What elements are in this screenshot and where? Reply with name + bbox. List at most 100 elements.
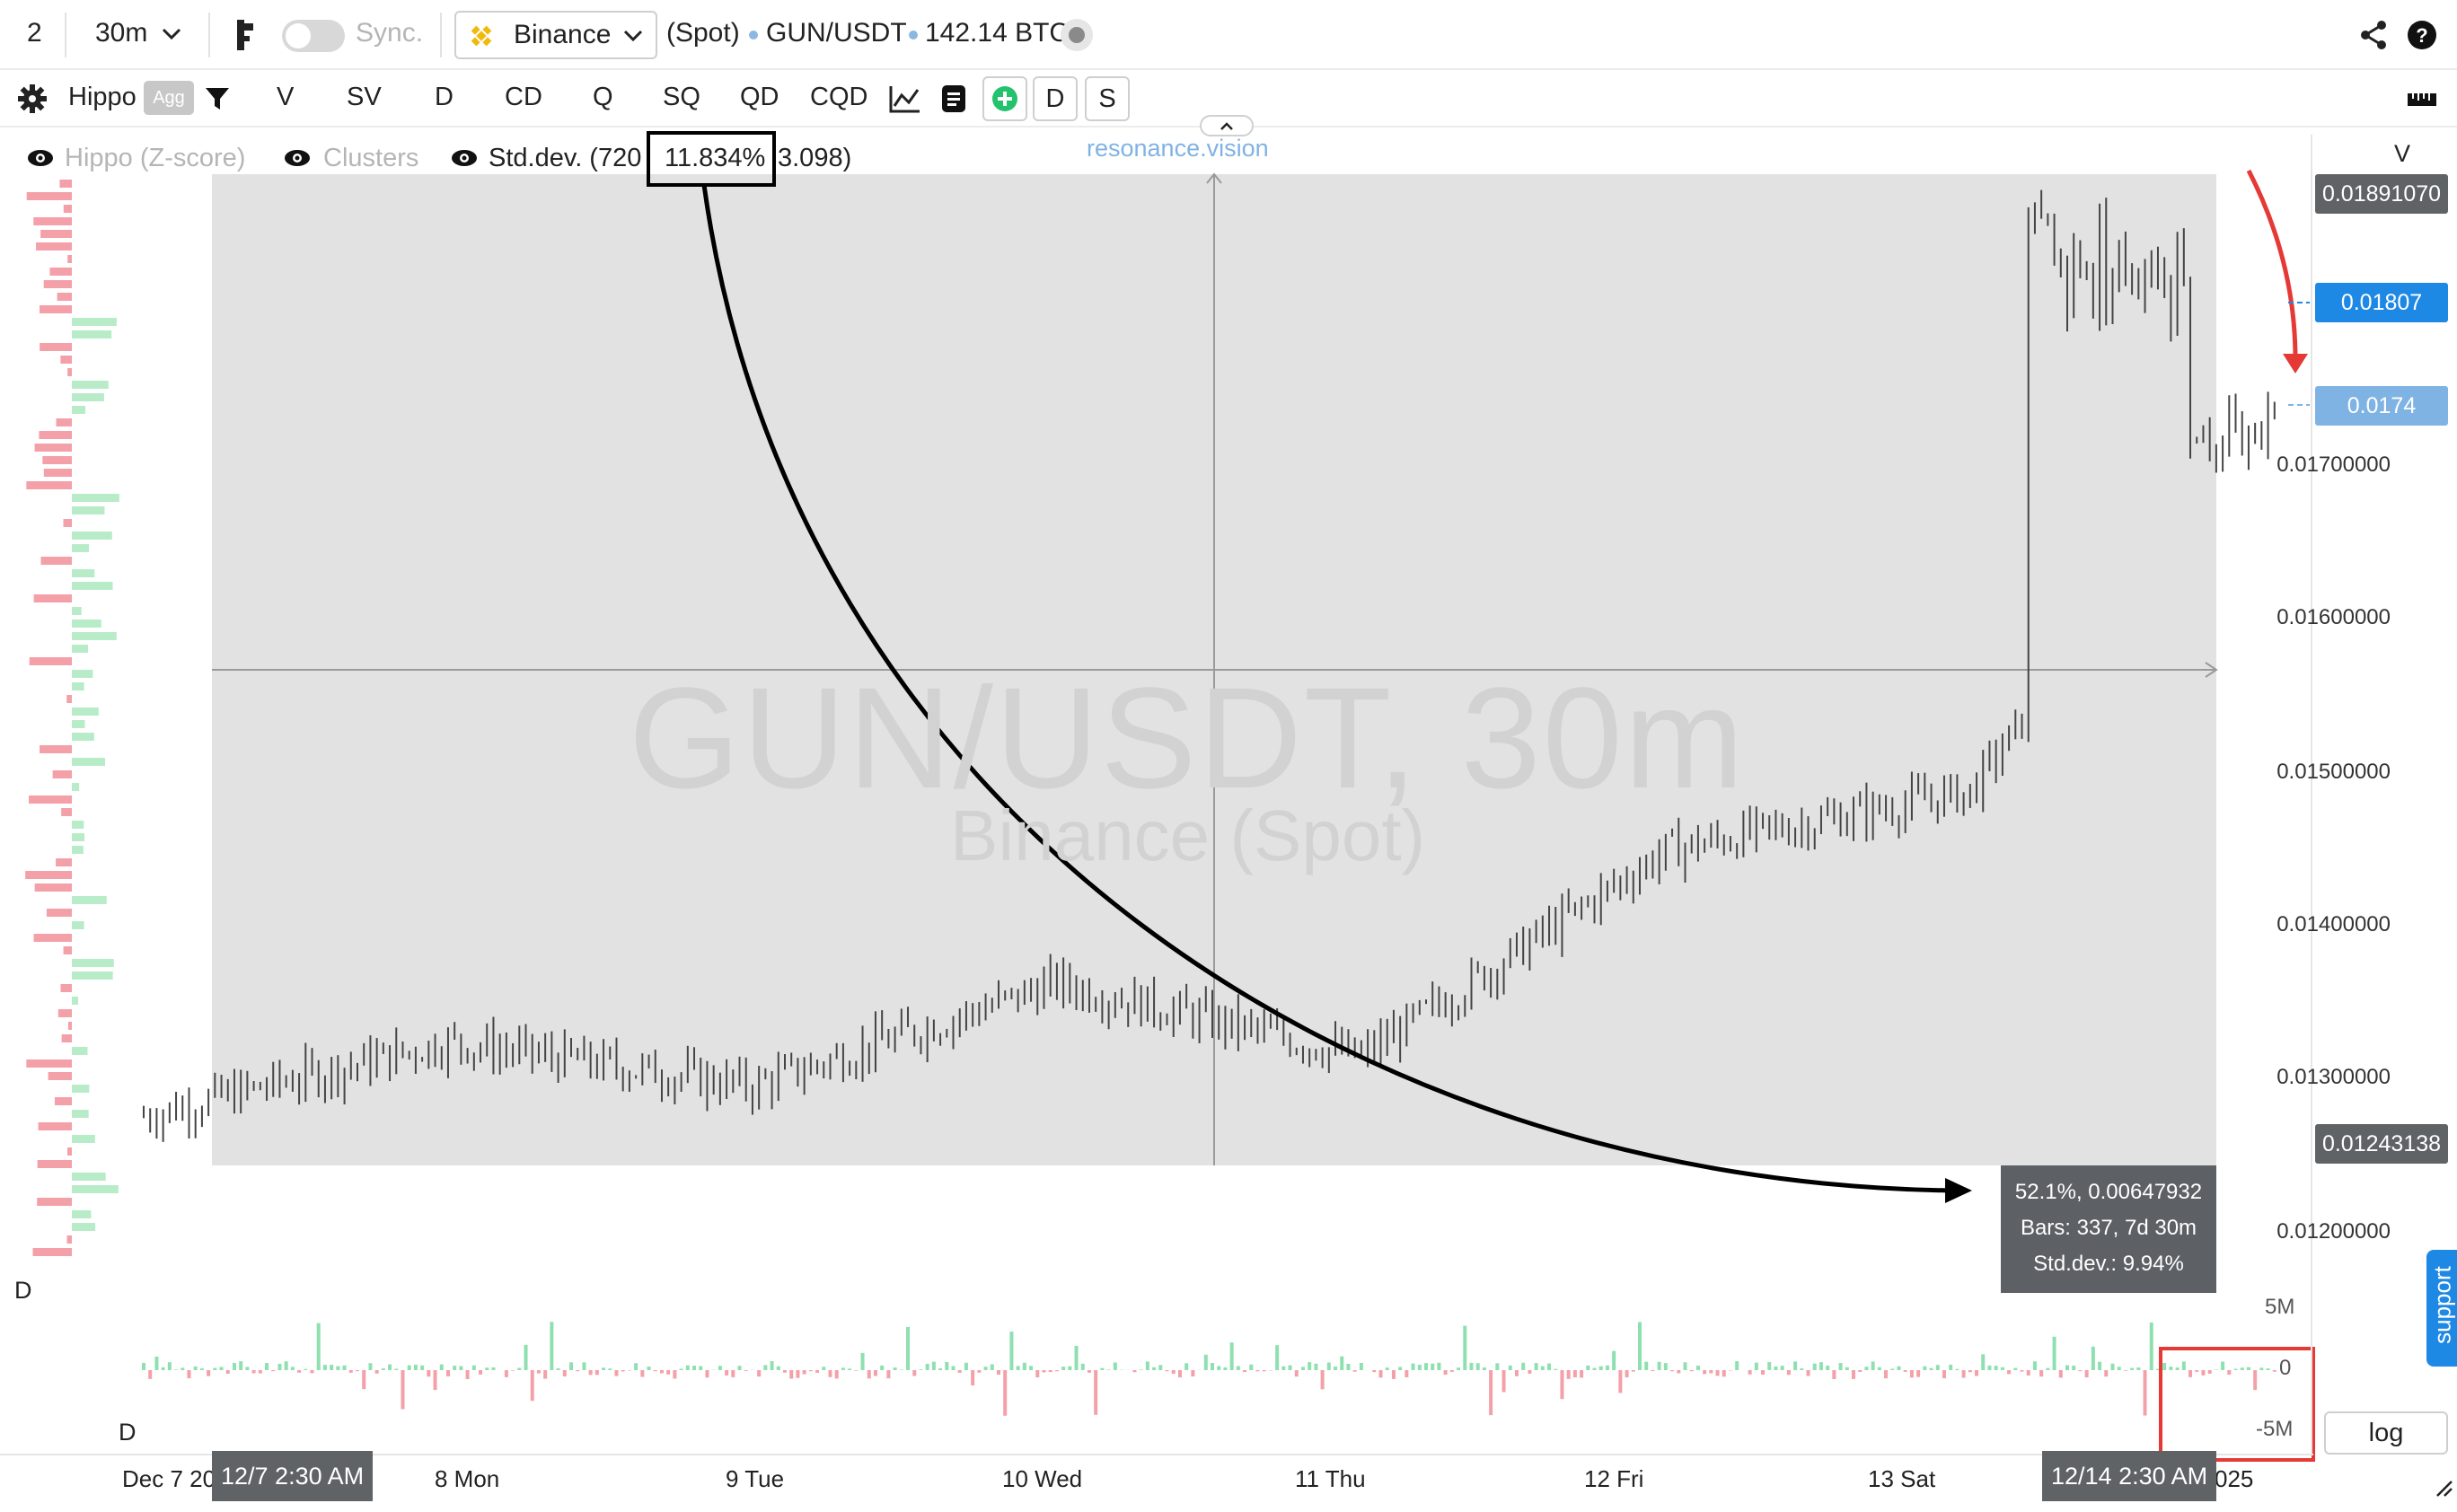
symbol-name[interactable]: GUN/USDT [766, 18, 907, 48]
toolbar-button-cqd[interactable]: CQD [810, 83, 868, 111]
share-icon[interactable] [2360, 20, 2389, 50]
bar-style-icon[interactable] [235, 20, 257, 50]
delta-bar [1722, 1370, 1726, 1377]
delta-bar [1048, 1370, 1052, 1373]
profile-bar [52, 770, 72, 778]
settings-gear-icon[interactable] [18, 84, 47, 113]
delta-bar [1340, 1356, 1344, 1370]
log-scale-button[interactable]: log [2324, 1411, 2448, 1455]
delta-bar [1929, 1367, 1933, 1370]
s-box-button[interactable]: S [1085, 76, 1130, 121]
profile-bar [72, 607, 82, 615]
delta-bar [957, 1370, 962, 1373]
resize-handle-icon[interactable] [2435, 1480, 2453, 1498]
profile-bar [26, 481, 72, 489]
delta-bar [841, 1367, 845, 1370]
profile-bar [67, 1147, 72, 1156]
toolbar-button-qd[interactable]: QD [740, 83, 779, 111]
profile-bar [43, 280, 72, 288]
eye-icon[interactable] [451, 149, 478, 167]
delta-bar [906, 1326, 911, 1370]
delta-bar [1158, 1365, 1163, 1370]
profile-bar [40, 745, 72, 753]
profile-bar [56, 858, 72, 866]
delta-bar [1489, 1370, 1493, 1416]
toolbar-button-sv[interactable]: SV [347, 83, 382, 111]
delta-bar [951, 1366, 956, 1370]
toolbar-button-q[interactable]: Q [593, 83, 613, 111]
profile-bar [72, 494, 119, 502]
delta-bar [1961, 1370, 1966, 1378]
delta-bar [374, 1370, 379, 1374]
profile-bar [67, 255, 72, 263]
delta-bar [1774, 1366, 1778, 1370]
delta-bar [504, 1370, 508, 1377]
delta-bar [517, 1367, 522, 1370]
delta-bar [1249, 1364, 1254, 1370]
delta-bar [1294, 1370, 1299, 1377]
layout-count[interactable]: 2 [27, 18, 42, 48]
exchange-select[interactable]: Binance [454, 11, 657, 59]
chevron-down-icon[interactable] [162, 27, 181, 41]
filter-icon[interactable] [205, 86, 230, 111]
toolbar-button-d[interactable]: D [435, 83, 454, 111]
delta-bar [556, 1368, 560, 1370]
delta-bar [2266, 1368, 2270, 1370]
ruler-icon[interactable] [2407, 90, 2437, 108]
document-icon[interactable] [941, 84, 966, 113]
agg-badge[interactable]: Agg [144, 81, 194, 115]
delta-bar [725, 1370, 729, 1376]
delta-bar [1042, 1370, 1046, 1373]
eye-icon[interactable] [284, 149, 311, 167]
profile-bar [72, 1223, 96, 1231]
profile-bar [29, 657, 72, 665]
d-box-button[interactable]: D [1033, 76, 1078, 121]
profile-bar [40, 557, 72, 565]
delta-bar [614, 1370, 619, 1376]
support-tab[interactable]: support [2426, 1250, 2457, 1367]
delta-histogram [142, 1322, 2276, 1416]
delta-bar [142, 1362, 145, 1370]
interval-select[interactable]: 30m [95, 18, 148, 48]
delta-bar [2272, 1370, 2276, 1372]
toolbar-button-v[interactable]: V [277, 83, 295, 111]
delta-bar [1463, 1325, 1467, 1370]
delta-bar [1845, 1367, 1849, 1370]
collapse-toggle[interactable] [1200, 115, 1254, 136]
legend-stddev-value: 11.834% [665, 144, 766, 172]
indicator-name[interactable]: Hippo [68, 83, 136, 111]
time-axis-label: 10 Wed [1002, 1465, 1083, 1492]
profile-bar [67, 1022, 72, 1030]
delta-bar [1903, 1370, 1907, 1372]
delta-bar [368, 1363, 373, 1370]
profile-bar [72, 708, 99, 716]
toolbar-button-cd[interactable]: CD [505, 83, 542, 111]
legend-zscore[interactable]: Hippo (Z-score) [65, 144, 246, 172]
legend-stddev-prefix[interactable]: Std.dev. (720 [489, 144, 642, 172]
profile-bar [46, 909, 72, 917]
profile-bar [72, 997, 79, 1005]
delta-bar [1832, 1370, 1836, 1379]
time-axis-label: 13 Sat [1868, 1465, 1936, 1492]
toolbar-button-sq[interactable]: SQ [663, 83, 700, 111]
delta-bar [1094, 1370, 1098, 1415]
delta-bar [1359, 1363, 1363, 1370]
eye-icon[interactable] [27, 149, 54, 167]
delta-bar [348, 1370, 353, 1373]
legend-clusters[interactable]: Clusters [323, 144, 419, 172]
delta-bar [1884, 1370, 1889, 1379]
delta-bar [1572, 1370, 1577, 1378]
profile-bar [63, 946, 72, 954]
delta-bar [161, 1367, 165, 1370]
line-chart-icon[interactable] [889, 84, 921, 113]
delta-bar [362, 1370, 366, 1390]
price-label: 0.01700000 [2276, 453, 2391, 477]
delta-bar [964, 1362, 968, 1370]
delta-bar [1424, 1363, 1428, 1370]
resonance-link[interactable]: resonance.vision [1087, 135, 1269, 162]
help-icon[interactable]: ? [2407, 20, 2437, 50]
add-indicator-button[interactable] [982, 76, 1027, 121]
sync-toggle[interactable] [282, 20, 345, 52]
profile-bar [72, 971, 113, 980]
